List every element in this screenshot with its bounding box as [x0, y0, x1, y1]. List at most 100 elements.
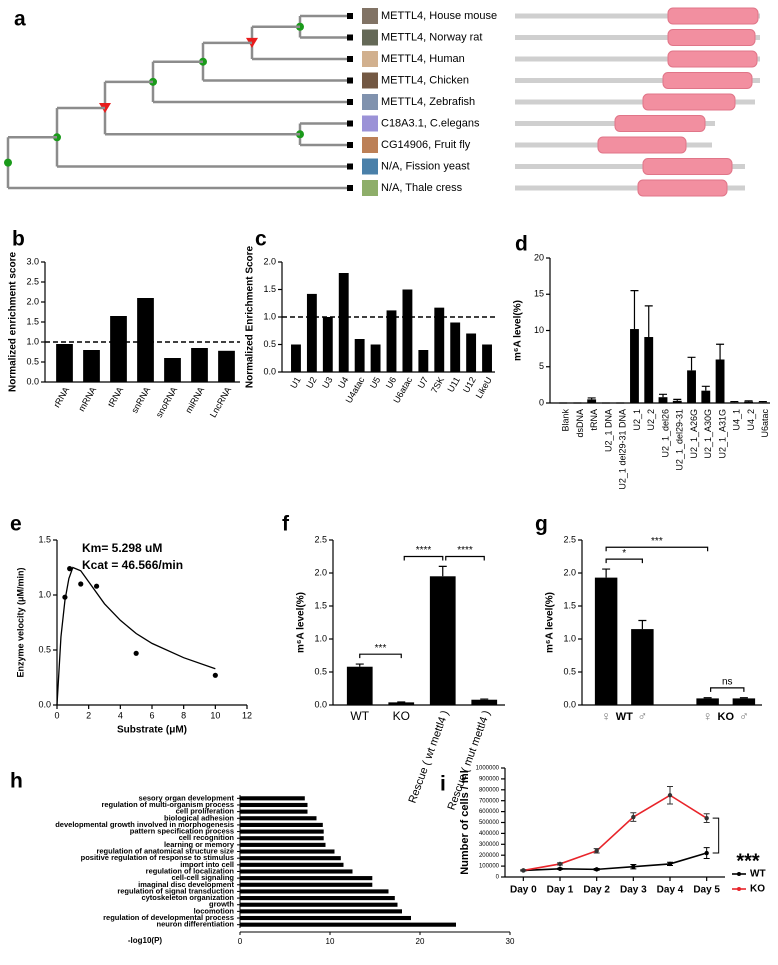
species-label: C18A3.1, C.elegans [381, 117, 480, 129]
bar [240, 849, 335, 854]
y-tick-label: 0.0 [38, 699, 51, 709]
bar [729, 402, 739, 403]
x-tick-label: LikeU [474, 375, 494, 400]
panel-letter: g [535, 513, 548, 536]
bar [450, 322, 461, 372]
y-tick-label: 200000 [479, 853, 500, 859]
species-label: METTL4, House mouse [381, 10, 497, 22]
bar [386, 310, 397, 372]
error-bar [587, 397, 596, 400]
bar [218, 350, 235, 382]
bar [471, 699, 498, 705]
bar [370, 344, 381, 372]
x-tick-label: U4 [336, 375, 350, 390]
y-axis-title: Enzyme velocity (μM/min) [15, 567, 25, 677]
bar [594, 577, 618, 705]
y-tick-label: 400000 [479, 831, 500, 837]
panel-letter: b [12, 228, 25, 251]
y-tick-label: cell recognition [179, 833, 235, 842]
bar [56, 344, 73, 382]
y-tick-label: 0.0 [314, 699, 327, 709]
y-tick-label: 2.5 [314, 534, 327, 544]
y-tick-label: 0.5 [314, 666, 327, 676]
species-label: METTL4, Chicken [381, 74, 469, 86]
species-icon [362, 29, 378, 46]
y-tick-label: 0.0 [563, 699, 576, 709]
y-tick-label: growth [209, 900, 234, 909]
data-point [704, 850, 709, 856]
x-tick-label: U2_1_A30G [703, 409, 713, 459]
bar [240, 856, 341, 861]
y-tick-label: 0.0 [263, 366, 276, 376]
y-tick-label: 15 [534, 289, 544, 299]
domain-box [637, 179, 728, 197]
y-tick-label: 2.0 [314, 567, 327, 577]
y-tick-label: imaginal disc development [138, 880, 234, 889]
data-point [521, 868, 526, 873]
tip-marker [347, 56, 353, 62]
significance-label: * [622, 548, 626, 559]
y-tick-label: cytoskeleton organization [141, 893, 234, 902]
bar [110, 316, 127, 382]
bar [240, 909, 402, 914]
y-axis-title: m⁶A level(%) [545, 592, 556, 653]
bar [240, 902, 398, 907]
species-icon [362, 94, 378, 110]
x-tick-label: Day 0 [510, 885, 537, 896]
error-bar [480, 698, 489, 700]
data-point [667, 793, 673, 798]
data-point [557, 861, 563, 867]
y-axis-title: m⁶A level(%) [296, 592, 307, 653]
y-tick-label: 3.0 [26, 256, 39, 266]
x-tick-label: tRNA [106, 385, 125, 409]
y-axis-title: m⁶A level(%) [513, 300, 524, 361]
domain-box [614, 115, 706, 132]
data-point [133, 650, 139, 656]
node-dot [4, 158, 12, 167]
bar [644, 337, 654, 403]
y-tick-label: 300000 [479, 842, 500, 848]
bar [240, 829, 324, 834]
bar [240, 889, 389, 894]
bar [137, 298, 154, 382]
y-tick-label: cell-cell signaling [171, 873, 234, 882]
bar [240, 922, 456, 927]
y-tick-label: 600000 [479, 809, 500, 815]
bar [240, 822, 323, 827]
y-axis-title: Normalized enrichment score [8, 252, 19, 392]
y-tick-label: 2.5 [26, 276, 39, 286]
y-tick-label: 5 [539, 361, 544, 371]
species-icon [362, 180, 378, 196]
error-bar [673, 398, 682, 401]
series-line [523, 794, 708, 872]
error-bar [701, 385, 710, 391]
y-axis-title: Normalized Enrichment Score [245, 245, 256, 388]
y-tick-label: 0 [496, 875, 500, 881]
y-tick-label: 0.5 [263, 339, 276, 349]
data-point [594, 867, 599, 872]
x-tick-label: U6 [384, 375, 398, 390]
x-tick-label: 20 [416, 937, 425, 946]
x-tick-label: 7SK [429, 375, 446, 395]
bar [83, 350, 100, 382]
error-bar [758, 400, 767, 403]
x-tick-label: dsDNA [575, 409, 585, 438]
error-bar [644, 305, 653, 338]
y-tick-label: 2.0 [563, 567, 576, 577]
x-tick-label: U3 [320, 375, 334, 390]
y-tick-label: 1.5 [38, 534, 51, 544]
panel-letter: i [440, 773, 446, 796]
x-tick-label: U2_1_del29-31 [675, 409, 685, 471]
bar [240, 802, 308, 808]
bar [322, 317, 333, 372]
error-bar [730, 400, 739, 403]
tip-marker [347, 77, 353, 84]
y-tick-label: 1.0 [26, 336, 39, 346]
group-label: WT [616, 711, 633, 723]
y-tick-label: positive regulation of response to stimu… [81, 853, 234, 862]
y-tick-label: 1.5 [263, 284, 276, 294]
panel-letter: a [14, 8, 26, 31]
x-tick-label: U2 [304, 375, 318, 390]
y-tick-label: 0.5 [38, 644, 51, 654]
bar [630, 329, 639, 403]
